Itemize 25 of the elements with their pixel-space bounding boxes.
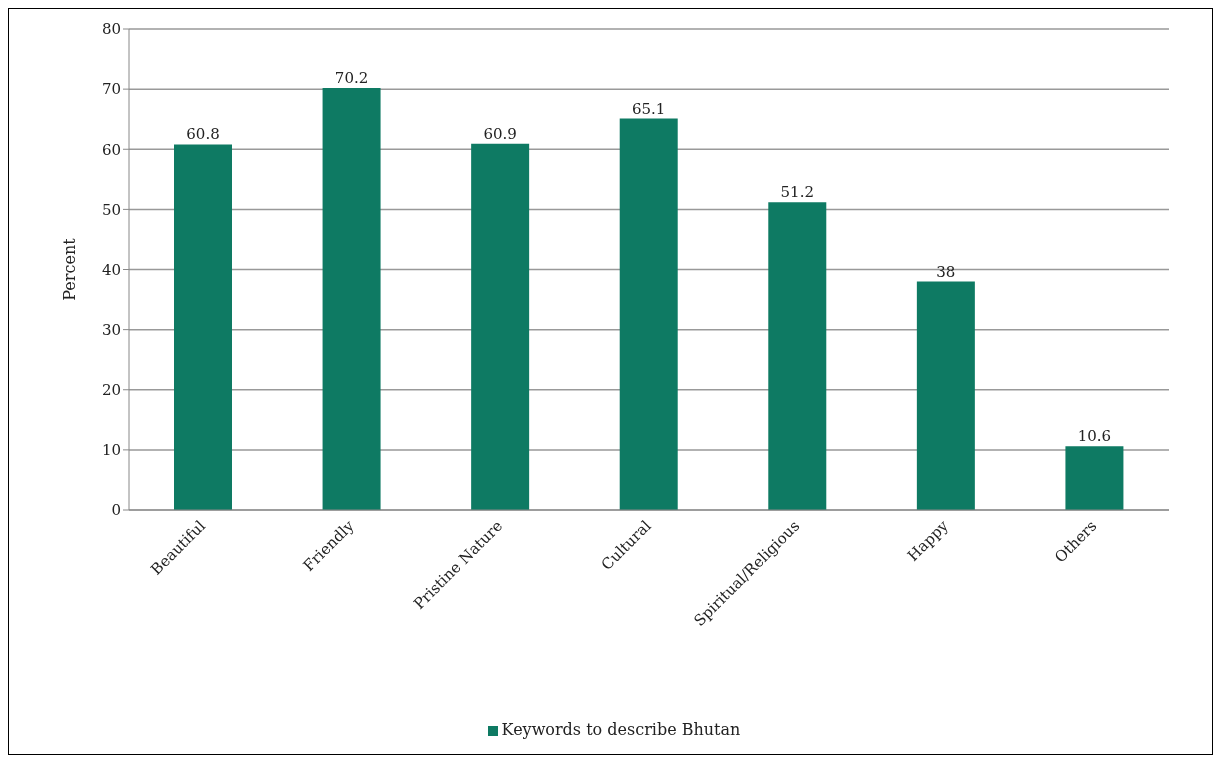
bar	[322, 87, 381, 510]
bar	[768, 202, 827, 510]
y-tick-label: 70	[101, 80, 121, 99]
bar	[471, 143, 530, 510]
data-label: 70.2	[334, 68, 369, 87]
y-tick-label: 80	[101, 20, 121, 39]
data-label: 51.2	[780, 183, 814, 202]
y-tick-label: 20	[101, 381, 121, 400]
y-tick-label: 30	[101, 320, 121, 339]
bar	[619, 118, 678, 510]
y-tick-label: 40	[101, 260, 121, 279]
bar	[916, 281, 975, 510]
data-label: 38	[936, 262, 956, 281]
y-tick-label: 50	[101, 200, 121, 219]
bar	[1065, 446, 1124, 510]
data-label: 65.1	[632, 99, 666, 118]
legend-label: Keywords to describe Bhutan	[501, 720, 741, 739]
y-axis-title: Percent	[59, 237, 79, 301]
y-tick-label: 60	[101, 140, 121, 159]
data-label: 10.6	[1077, 427, 1112, 446]
data-label: 60.9	[483, 124, 517, 143]
data-label: 60.8	[186, 125, 220, 144]
y-tick-label: 10	[101, 441, 121, 460]
y-tick-label: 0	[111, 501, 121, 520]
bar	[174, 144, 232, 510]
